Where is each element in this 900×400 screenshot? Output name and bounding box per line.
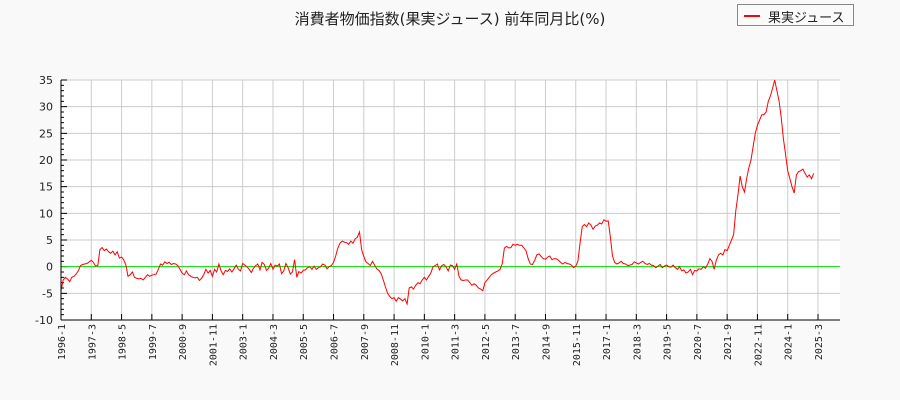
y-tick-label: 15 <box>39 181 53 194</box>
legend-swatch-icon <box>744 15 760 17</box>
x-tick-label: 2010-1 <box>420 324 431 360</box>
y-tick-label: -5 <box>42 287 53 300</box>
x-tick-label: 2021-9 <box>723 324 734 360</box>
y-tick-label: 5 <box>46 234 53 247</box>
x-tick-label: 2013-7 <box>511 324 522 360</box>
y-tick-label: 0 <box>46 261 53 274</box>
x-tick-label: 2000-9 <box>178 324 189 360</box>
x-tick-label: 2017-1 <box>602 324 613 360</box>
legend-label: 果実ジュース <box>768 11 845 26</box>
x-tick-label: 2011-3 <box>451 324 462 360</box>
x-tick-label: 2007-9 <box>360 324 371 360</box>
x-tick-label: 2025-3 <box>814 324 825 360</box>
y-tick-label: 35 <box>39 74 53 87</box>
x-tick-label: 1999-7 <box>148 324 159 360</box>
chart-title: 消費者物価指数(果実ジュース) 前年同月比(%) <box>294 10 606 28</box>
x-tick-label: 2019-5 <box>663 324 674 360</box>
x-tick-label: 2022-11 <box>753 324 764 366</box>
y-tick-label: 30 <box>39 101 53 114</box>
y-tick-label: 25 <box>39 127 53 140</box>
x-tick-label: 2014-9 <box>541 324 552 360</box>
y-tick-label: 20 <box>39 154 53 167</box>
y-tick-label: 10 <box>39 207 53 220</box>
x-tick-label: 2005-5 <box>299 324 310 360</box>
x-tick-label: 2018-3 <box>632 324 643 360</box>
x-tick-label: 2003-1 <box>239 324 250 360</box>
x-tick-label: 2020-7 <box>693 324 704 360</box>
plot-area <box>61 80 840 320</box>
x-axis-ticks: 1996-1 1997-3 1998-5 1999-7 2000-9 2001-11 200… <box>57 314 825 366</box>
x-tick-label: 1998-5 <box>118 324 129 360</box>
legend: 果実ジュース <box>737 4 854 26</box>
x-tick-label: 1997-3 <box>87 324 98 360</box>
y-tick-label: -10 <box>35 314 53 327</box>
grid-lines <box>61 79 840 320</box>
x-tick-label: 2001-11 <box>208 324 219 366</box>
x-tick-label: 2006-7 <box>330 324 341 360</box>
x-tick-label: 2024-1 <box>784 324 795 360</box>
x-tick-label: 1996-1 <box>57 324 68 360</box>
x-tick-label: 2015-11 <box>572 324 583 366</box>
x-tick-label: 2012-5 <box>481 324 492 360</box>
x-tick-label: 2004-3 <box>269 324 280 360</box>
series-line-fruit-juice <box>60 79 815 306</box>
x-tick-label: 2008-11 <box>390 324 401 366</box>
